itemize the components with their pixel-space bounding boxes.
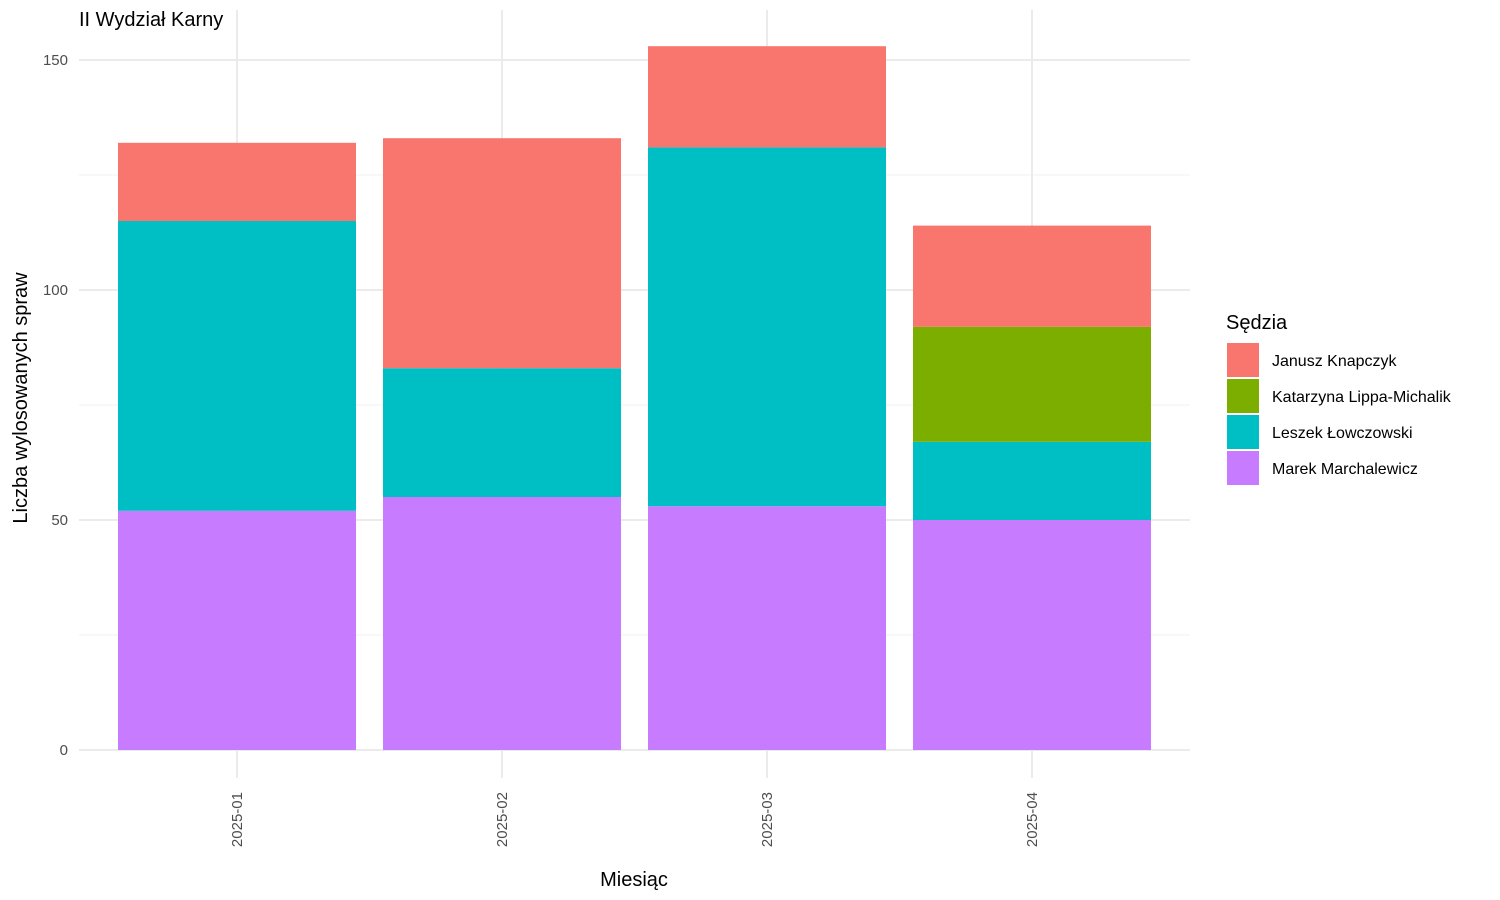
- y-tick-label: 100: [43, 282, 68, 299]
- bar-segment: [913, 441, 1151, 520]
- bar-segment: [118, 142, 356, 221]
- chart-title: II Wydział Karny: [79, 9, 223, 31]
- bar-segment: [648, 147, 886, 507]
- y-axis-title: Liczba wylosowanych spraw: [10, 272, 32, 524]
- bar-segment: [383, 368, 621, 497]
- legend-items: Janusz Knapczyk Katarzyna Lippa-Michalik L…: [1227, 343, 1452, 485]
- legend-label: Leszek Łowczowski: [1272, 425, 1413, 442]
- x-tick-label: 2025-03: [759, 792, 776, 847]
- bar-segment: [913, 225, 1151, 327]
- bar-segment: [118, 510, 356, 750]
- legend-swatch: [1227, 343, 1259, 377]
- y-tick-label: 150: [43, 52, 68, 69]
- bar-segment: [383, 138, 621, 369]
- legend-title: Sędzia: [1226, 312, 1288, 334]
- x-axis-ticks: 2025-01 2025-02 2025-03 2025-04: [229, 792, 1041, 847]
- legend-swatch: [1227, 379, 1259, 413]
- bar-segment: [648, 46, 886, 148]
- bar-segment: [913, 520, 1151, 750]
- y-tick-label: 0: [60, 742, 68, 759]
- legend-label: Janusz Knapczyk: [1272, 353, 1398, 370]
- bar-segment: [118, 221, 356, 511]
- x-tick-label: 2025-04: [1024, 792, 1041, 847]
- x-tick-label: 2025-01: [229, 792, 246, 847]
- legend: Sędzia Janusz Knapczyk Katarzyna Lippa-Mi…: [1226, 312, 1452, 485]
- x-tick-label: 2025-02: [494, 792, 511, 847]
- legend-swatch: [1227, 415, 1259, 449]
- legend-label: Katarzyna Lippa-Michalik: [1272, 389, 1452, 406]
- bar-segment: [383, 497, 621, 750]
- y-tick-label: 50: [51, 512, 68, 529]
- y-axis-ticks: 0 50 100 150: [43, 52, 68, 759]
- legend-label: Marek Marchalewicz: [1272, 461, 1418, 478]
- bar-segment: [913, 326, 1151, 442]
- legend-swatch: [1227, 451, 1259, 485]
- bar-segment: [648, 506, 886, 750]
- bars: [118, 46, 1151, 750]
- x-axis-title: Miesiąc: [600, 869, 668, 891]
